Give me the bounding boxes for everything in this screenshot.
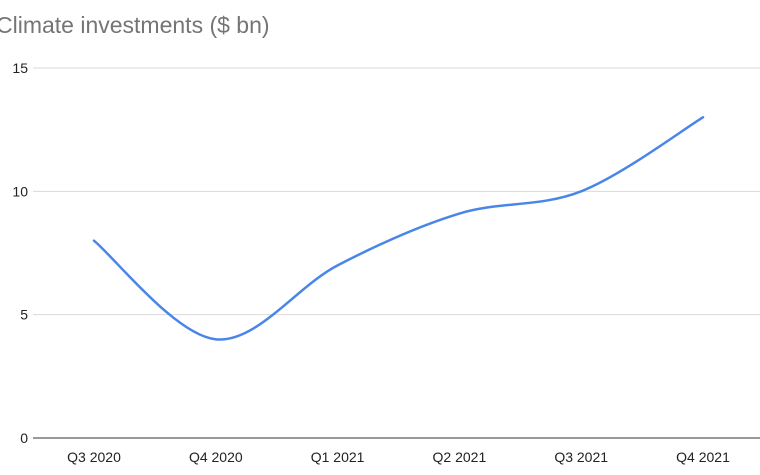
- data-point: [93, 239, 95, 241]
- x-tick-label: Q3 2021: [554, 449, 608, 465]
- data-point: [215, 338, 217, 340]
- series-line: [92, 116, 705, 341]
- data-point: [336, 264, 338, 266]
- y-tick-label: 15: [12, 60, 28, 76]
- data-point: [702, 116, 704, 118]
- gridlines: [33, 67, 760, 316]
- x-tick-label: Q4 2020: [189, 449, 243, 465]
- chart-title: Climate investments ($ bn): [0, 12, 270, 38]
- data-point: [580, 190, 582, 192]
- x-axis-ticks: Q3 2020 Q4 2020 Q1 2021 Q2 2021 Q3 2021 Q4 20…: [67, 449, 730, 465]
- y-tick-label: 5: [20, 307, 28, 323]
- y-tick-label: 10: [12, 183, 28, 199]
- series-layer: [92, 116, 705, 341]
- x-tick-label: Q1 2021: [311, 449, 365, 465]
- x-tick-label: Q4 2021: [676, 449, 730, 465]
- y-axis-ticks: 0 5 10 15: [12, 60, 28, 446]
- x-tick-label: Q3 2020: [67, 449, 121, 465]
- x-tick-label: Q2 2021: [433, 449, 487, 465]
- data-point: [458, 212, 460, 214]
- y-tick-label: 0: [20, 430, 28, 446]
